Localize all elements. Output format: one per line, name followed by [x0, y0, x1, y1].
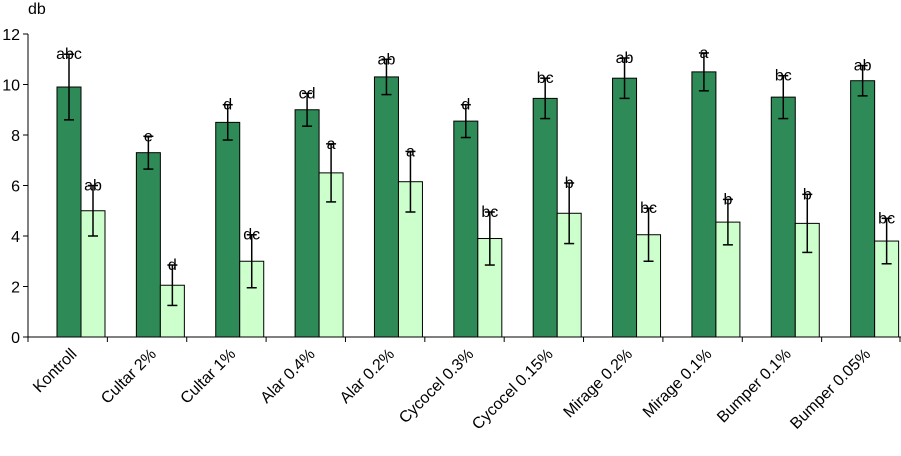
x-category-label: Bumper 0.05% [787, 346, 874, 433]
y-tick-label: 8 [11, 128, 20, 145]
y-unit-label: db [28, 1, 46, 18]
x-category-label: Mirage 0.1% [640, 346, 716, 422]
data-label: abc [56, 46, 82, 63]
x-category-label: Bumper 0.1% [714, 346, 795, 427]
data-label: b [565, 175, 574, 192]
data-label: ab [616, 50, 634, 67]
data-label: ab [378, 51, 396, 68]
data-label: bc [775, 68, 792, 85]
y-tick-label: 4 [11, 229, 20, 246]
x-category-label: Cycocel 0.15% [469, 346, 556, 433]
data-label: e [144, 128, 153, 145]
data-label: d [461, 97, 470, 114]
bar [56, 86, 82, 338]
x-category-label: Cycocel 0.3% [396, 346, 477, 427]
bar [532, 97, 558, 338]
y-tick-label: 12 [2, 27, 20, 44]
y-axis: 0 2 4 6 8 10 12 [2, 27, 28, 347]
data-label: cd [299, 85, 316, 102]
x-category-label: Mirage 0.2% [561, 346, 637, 422]
data-label: b [723, 191, 732, 208]
y-tick-label: 10 [2, 78, 20, 95]
data-label: bc [640, 200, 657, 217]
x-category-label: Alar 0.4% [258, 346, 319, 407]
bar [294, 109, 320, 338]
bar [373, 76, 399, 338]
data-label: a [327, 136, 336, 153]
bar [636, 234, 662, 338]
bar [453, 120, 479, 338]
error-bars [64, 52, 892, 307]
x-category-label: Cultar 1% [178, 346, 240, 408]
x-category-label: Cultar 2% [98, 346, 160, 408]
data-label: a [699, 45, 708, 62]
data-label: d [223, 97, 232, 114]
x-category-label: Alar 0.2% [337, 346, 398, 407]
y-tick-label: 0 [11, 330, 20, 347]
data-label: dc [243, 227, 260, 244]
data-label: ab [84, 178, 102, 195]
data-label: b [803, 186, 812, 203]
data-label: ab [854, 58, 872, 75]
bar [556, 212, 582, 338]
x-axis-labels: Kontroll Cultar 2% Cultar 1% Alar 0.4% Alar … [27, 337, 901, 433]
data-label: bc [481, 204, 498, 221]
data-label: a [406, 143, 415, 160]
bars [56, 71, 900, 338]
data-label: bc [537, 70, 554, 87]
bar [215, 121, 241, 338]
bar [135, 152, 161, 338]
bar [770, 96, 796, 338]
y-tick-label: 6 [11, 179, 20, 196]
data-label: bc [878, 210, 895, 227]
bar [612, 77, 638, 338]
bar [850, 80, 876, 338]
x-category-label: Kontroll [30, 346, 80, 396]
bar [691, 71, 717, 338]
y-tick-label: 2 [11, 280, 20, 297]
data-label: d [168, 257, 177, 274]
